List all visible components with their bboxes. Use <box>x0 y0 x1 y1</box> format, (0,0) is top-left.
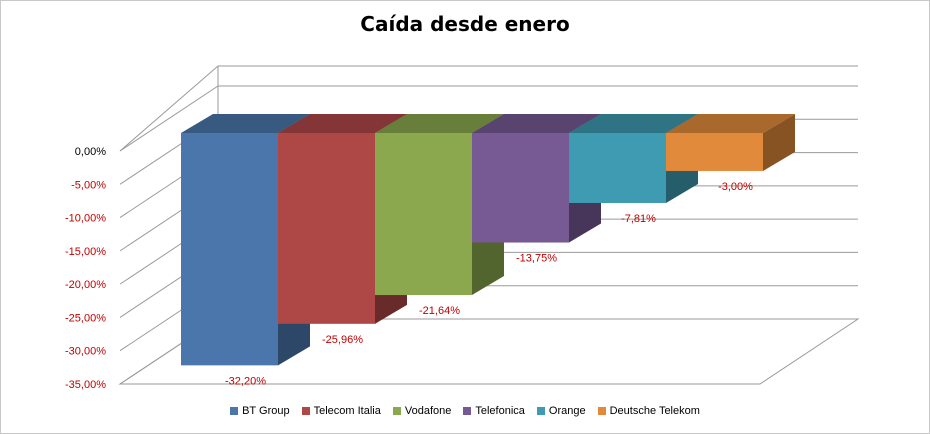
data-label: -21,64% <box>419 305 460 317</box>
legend-item: BT Group <box>230 405 290 417</box>
legend-swatch <box>230 407 239 416</box>
legend-swatch <box>301 407 310 416</box>
y-tick-label: -20,00% <box>65 279 106 291</box>
bar-top <box>666 114 795 133</box>
y-tick-label: -5,00% <box>71 179 106 191</box>
y-tick-label: 0,00% <box>75 146 106 158</box>
bar-front <box>472 133 569 243</box>
legend-label: Telecom Italia <box>313 405 381 418</box>
data-label: -25,96% <box>322 334 363 346</box>
legend-item: Vodafone <box>392 405 452 418</box>
data-label: -3,00% <box>718 181 753 193</box>
legend-item: Deutsche Telekom <box>597 405 700 418</box>
gridline <box>119 85 858 152</box>
bar-side <box>763 114 795 171</box>
bar <box>666 114 795 171</box>
bar-top <box>472 114 601 133</box>
bar-front <box>569 133 666 203</box>
legend-item: Telecom Italia <box>301 405 381 418</box>
y-tick-label: -30,00% <box>65 346 106 358</box>
y-tick-label: -10,00% <box>65 213 106 225</box>
legend-label: Vodafone <box>404 405 452 418</box>
legend: BT Group Telecom Italia Vodafone Telefonica… <box>0 405 930 417</box>
bar-front <box>666 133 763 171</box>
y-axis-tick-labels: 0,00% -5,00% -10,00% -15,00% -20,00% -25,00% -… <box>65 146 106 391</box>
bar-top <box>569 114 698 133</box>
legend-swatch <box>536 407 545 416</box>
bar-front <box>375 133 472 296</box>
bar-front <box>278 133 375 324</box>
y-tick-label: -15,00% <box>65 246 106 258</box>
bar-top <box>278 114 407 133</box>
legend-swatch <box>597 407 606 416</box>
legend-item: Orange <box>536 405 586 418</box>
legend-swatch <box>392 407 401 416</box>
legend-item: Telefonica <box>463 405 525 417</box>
bar-top <box>181 114 310 133</box>
data-label: -7,81% <box>621 213 656 225</box>
legend-label: Deutsche Telekom <box>609 405 700 418</box>
bar <box>375 114 504 296</box>
legend-label: Telefonica <box>475 405 525 418</box>
data-label: -32,20% <box>225 375 266 387</box>
legend-label: Orange <box>548 405 586 418</box>
y-tick-label: -25,00% <box>65 312 106 324</box>
bars <box>181 114 795 366</box>
y-tick-label: -35,00% <box>65 379 106 391</box>
bar-top <box>375 114 504 133</box>
data-label: -13,75% <box>516 253 557 265</box>
data-labels: -32,20% -25,96% -21,64% -13,75% -7,81% -3,00% <box>225 181 753 387</box>
legend-label: BT Group <box>242 405 290 418</box>
bar-front <box>181 133 278 366</box>
chart-title: Caída desde enero <box>360 12 570 36</box>
legend-swatch <box>463 407 472 416</box>
